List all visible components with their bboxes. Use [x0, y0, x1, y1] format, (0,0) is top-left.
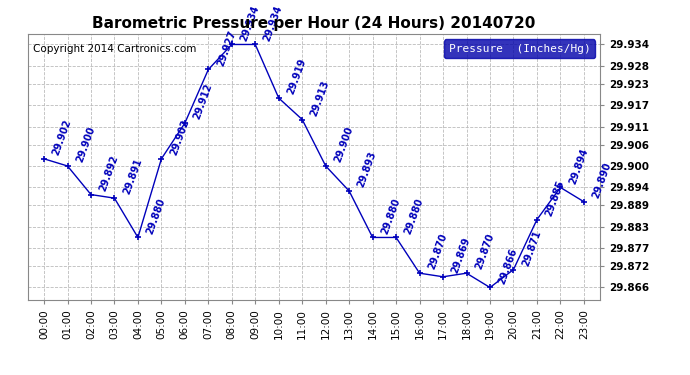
Text: 29.902: 29.902 [168, 118, 190, 157]
Text: 29.902: 29.902 [51, 118, 73, 157]
Text: 29.866: 29.866 [497, 246, 519, 285]
Text: 29.927: 29.927 [215, 28, 237, 68]
Text: 29.934: 29.934 [239, 4, 261, 42]
Text: 29.890: 29.890 [591, 161, 613, 200]
Text: 29.891: 29.891 [121, 157, 144, 196]
Text: 29.900: 29.900 [333, 125, 355, 164]
Text: 29.870: 29.870 [426, 232, 449, 271]
Text: 29.880: 29.880 [380, 196, 402, 235]
Text: 29.919: 29.919 [286, 57, 308, 96]
Text: 29.913: 29.913 [309, 79, 331, 117]
Legend: Pressure  (Inches/Hg): Pressure (Inches/Hg) [444, 39, 595, 58]
Text: 29.880: 29.880 [145, 196, 167, 235]
Text: 29.900: 29.900 [75, 125, 97, 164]
Text: Copyright 2014 Cartronics.com: Copyright 2014 Cartronics.com [33, 44, 197, 54]
Text: 29.894: 29.894 [567, 147, 590, 185]
Text: 29.934: 29.934 [262, 4, 284, 42]
Text: 29.912: 29.912 [192, 82, 214, 121]
Text: 29.870: 29.870 [473, 232, 495, 271]
Title: Barometric Pressure per Hour (24 Hours) 20140720: Barometric Pressure per Hour (24 Hours) … [92, 16, 535, 31]
Text: 29.893: 29.893 [356, 150, 378, 189]
Text: 29.871: 29.871 [520, 229, 542, 267]
Text: 29.892: 29.892 [98, 154, 120, 192]
Text: 29.869: 29.869 [450, 236, 472, 274]
Text: 29.880: 29.880 [403, 196, 425, 235]
Text: 29.885: 29.885 [544, 178, 566, 218]
